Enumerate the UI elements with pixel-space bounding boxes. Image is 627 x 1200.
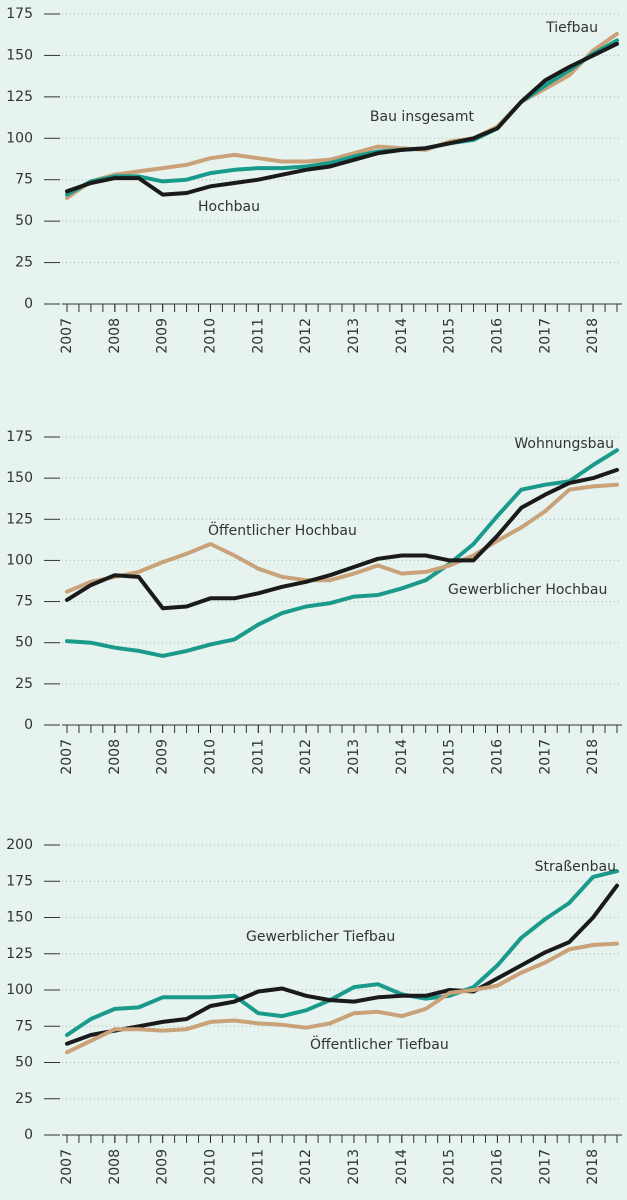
y-tick-label: 0	[24, 717, 33, 733]
y-tick-label: 150	[6, 910, 33, 926]
series-label: Hochbau	[198, 199, 260, 215]
x-tick-label: 2007	[59, 318, 75, 354]
x-tick-label: 2009	[155, 1149, 171, 1185]
x-tick-label: 2018	[585, 1149, 601, 1185]
chart-panel: 0 25 50 75 100 125 150 175 2007 2008 2009 2010 2011 2…	[6, 6, 622, 354]
series-label: Gewerblicher Tiefbau	[246, 929, 395, 945]
x-tick-label: 2015	[442, 739, 458, 775]
x-tick-label: 2017	[537, 318, 553, 354]
x-tick-label: 2010	[202, 318, 218, 354]
x-tick-label: 2011	[250, 318, 266, 354]
series-line	[65, 41, 619, 197]
series-label: Straßenbau	[535, 859, 616, 875]
x-tick-label: 2013	[346, 1149, 362, 1185]
x-tick-label: 2016	[489, 739, 505, 775]
x-tick-label: 2011	[250, 739, 266, 775]
y-tick-label: 175	[6, 873, 33, 889]
series-label: Tiefbau	[545, 20, 598, 36]
y-tick-label: 0	[24, 1127, 33, 1143]
x-tick-label: 2009	[155, 739, 171, 775]
x-tick-label: 2010	[202, 739, 218, 775]
x-tick-label: 2009	[155, 318, 171, 354]
x-tick-label: 2013	[346, 739, 362, 775]
y-tick-label: 75	[15, 594, 33, 610]
y-tick-label: 100	[6, 552, 33, 568]
y-tick-label: 50	[15, 635, 33, 651]
y-tick-label: 175	[6, 6, 33, 22]
series-line	[65, 482, 619, 594]
series-line	[65, 941, 619, 1055]
y-tick-label: 75	[15, 1018, 33, 1034]
y-tick-label: 25	[15, 255, 33, 271]
y-tick-label: 50	[15, 1055, 33, 1071]
series-line	[65, 869, 619, 1037]
y-tick-label: 100	[6, 130, 33, 146]
x-tick-label: 2014	[394, 739, 410, 775]
y-tick-label: 200	[6, 837, 33, 853]
series-line	[65, 467, 619, 611]
series-label: Bau insgesamt	[370, 109, 475, 125]
series-line	[65, 883, 619, 1046]
x-tick-label: 2007	[59, 1149, 75, 1185]
y-tick-label: 25	[15, 1091, 33, 1107]
x-tick-label: 2018	[585, 739, 601, 775]
y-tick-label: 125	[6, 89, 33, 105]
series-label: Öffentlicher Hochbau	[208, 521, 357, 539]
x-tick-label: 2012	[298, 739, 314, 775]
x-tick-label: 2014	[394, 1149, 410, 1185]
x-tick-label: 2012	[298, 318, 314, 354]
x-tick-label: 2017	[537, 1149, 553, 1185]
x-tick-label: 2016	[489, 1149, 505, 1185]
y-tick-label: 25	[15, 676, 33, 692]
chart-panel: 0 25 50 75 100 125 150 175 2007 2008 2009 2010 2011 2…	[6, 429, 622, 775]
x-tick-label: 2017	[537, 739, 553, 775]
x-tick-label: 2018	[585, 318, 601, 354]
series-label: Öffentlicher Tiefbau	[310, 1035, 449, 1053]
y-tick-label: 50	[15, 213, 33, 229]
chart-panel: 0 25 50 75 100 125 150 175 200 2007 2008 2009 2010 20…	[6, 837, 622, 1185]
y-tick-label: 0	[24, 296, 33, 312]
x-tick-label: 2008	[107, 318, 123, 354]
x-tick-label: 2014	[394, 318, 410, 354]
y-tick-label: 125	[6, 946, 33, 962]
series-line	[65, 448, 619, 658]
y-tick-label: 75	[15, 172, 33, 188]
x-tick-label: 2011	[250, 1149, 266, 1185]
x-tick-label: 2015	[442, 1149, 458, 1185]
x-tick-label: 2016	[489, 318, 505, 354]
series-label: Wohnungsbau	[514, 436, 614, 452]
y-tick-label: 100	[6, 982, 33, 998]
y-tick-label: 125	[6, 511, 33, 527]
x-tick-label: 2012	[298, 1149, 314, 1185]
x-tick-label: 2008	[107, 1149, 123, 1185]
series-label: Gewerblicher Hochbau	[448, 582, 607, 598]
x-tick-label: 2008	[107, 739, 123, 775]
x-tick-label: 2007	[59, 739, 75, 775]
series-line	[65, 31, 619, 200]
x-tick-label: 2015	[442, 318, 458, 354]
y-tick-label: 175	[6, 429, 33, 445]
y-tick-label: 150	[6, 47, 33, 63]
x-tick-label: 2013	[346, 318, 362, 354]
y-tick-label: 150	[6, 470, 33, 486]
x-tick-label: 2010	[202, 1149, 218, 1185]
